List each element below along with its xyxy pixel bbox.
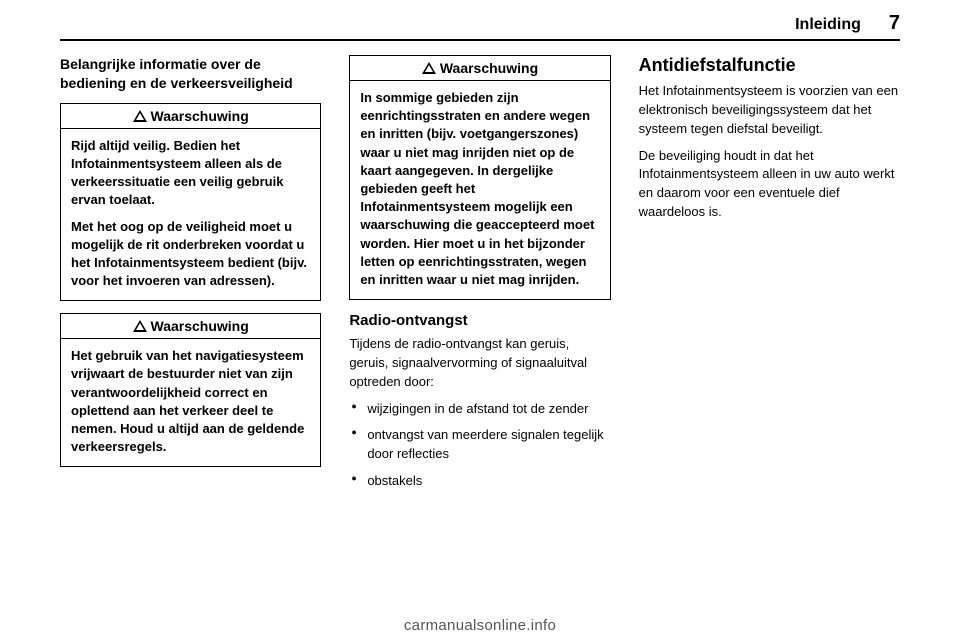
content-columns: Belangrijke informatie over de bediening…	[60, 55, 900, 499]
warning-triangle-icon	[133, 110, 147, 122]
warning-heading: Waarschuwing	[61, 104, 320, 129]
list-item: ontvangst van meerdere signalen tegelijk…	[349, 426, 610, 464]
warning-body: Het gebruik van het navigatiesysteem vri…	[61, 339, 320, 466]
warning-paragraph: Het gebruik van het navigatiesysteem vri…	[71, 347, 310, 456]
warning-paragraph: Met het oog op de veiligheid moet u moge…	[71, 218, 310, 291]
warning-paragraph: Rijd altijd veilig. Bedien het Infotainm…	[71, 137, 310, 210]
warning-heading: Waarschuwing	[350, 56, 609, 81]
warning-box-2: Waarschuwing Het gebruik van het navigat…	[60, 313, 321, 467]
antitheft-p2: De beveiliging houdt in dat het Infotain…	[639, 147, 900, 222]
column-1: Belangrijke informatie over de bediening…	[60, 55, 321, 499]
list-item: wijzigingen in de afstand tot de zender	[349, 400, 610, 419]
antitheft-p1: Het Infotainmentsysteem is voorzien van …	[639, 82, 900, 139]
warning-label: Waarschuwing	[151, 318, 249, 334]
warning-box-1: Waarschuwing Rijd altijd veilig. Bedien …	[60, 103, 321, 302]
warning-label: Waarschuwing	[440, 60, 538, 76]
page-header: Inleiding 7	[60, 12, 900, 41]
warning-paragraph: In sommige gebieden zijn eenrichtingsstr…	[360, 89, 599, 289]
manual-page: Inleiding 7 Belangrijke informatie over …	[0, 0, 960, 642]
footer-source-url: carmanualsonline.info	[60, 617, 900, 634]
warning-body: Rijd altijd veilig. Bedien het Infotainm…	[61, 129, 320, 301]
column-3: Antidiefstalfunctie Het Infotainmentsyst…	[639, 55, 900, 499]
list-item: obstakels	[349, 472, 610, 491]
warning-label: Waarschuwing	[151, 108, 249, 124]
warning-triangle-icon	[422, 62, 436, 74]
intro-heading: Belangrijke informatie over de bediening…	[60, 55, 321, 93]
warning-box-3: Waarschuwing In sommige gebieden zijn ee…	[349, 55, 610, 300]
column-2: Waarschuwing In sommige gebieden zijn ee…	[349, 55, 610, 499]
warning-heading: Waarschuwing	[61, 314, 320, 339]
radio-intro-text: Tijdens de radio-ontvangst kan geruis, g…	[349, 335, 610, 392]
header-chapter-title: Inleiding	[795, 16, 861, 34]
antitheft-title: Antidiefstalfunctie	[639, 55, 900, 76]
header-page-number: 7	[889, 12, 900, 35]
radio-bullet-list: wijzigingen in de afstand tot de zender …	[349, 400, 610, 491]
radio-subheading: Radio-ontvangst	[349, 312, 610, 329]
warning-body: In sommige gebieden zijn eenrichtingsstr…	[350, 81, 609, 299]
warning-triangle-icon	[133, 320, 147, 332]
